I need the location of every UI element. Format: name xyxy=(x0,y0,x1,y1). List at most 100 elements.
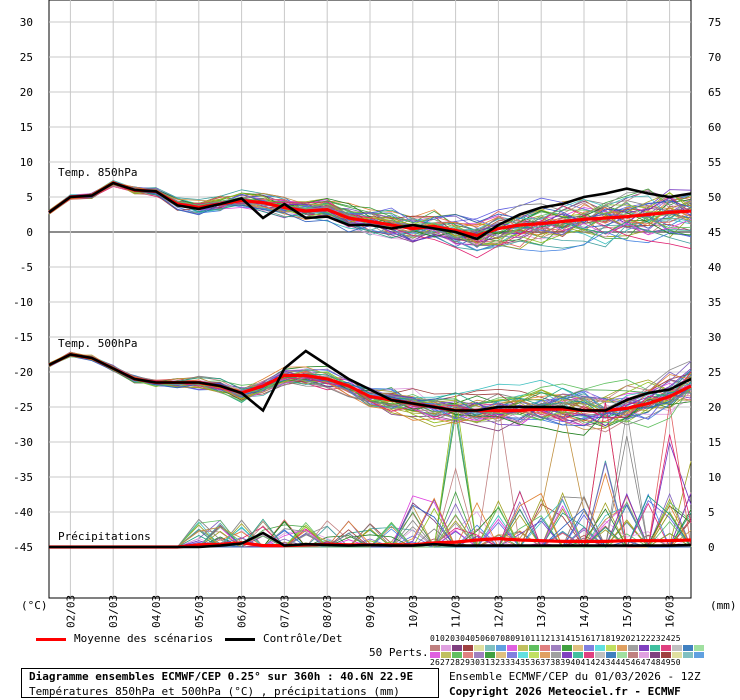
left-tick-label: -45 xyxy=(13,541,33,554)
right-tick-label: 10 xyxy=(708,471,721,484)
right-tick-label: 40 xyxy=(708,261,721,274)
left-tick-label: -25 xyxy=(13,401,33,414)
member-swatch xyxy=(683,645,693,651)
right-tick-label: 30 xyxy=(708,331,721,344)
right-tick-label: 65 xyxy=(708,86,721,99)
x-tick-label: 11/03 xyxy=(450,595,463,628)
member-swatch xyxy=(606,645,616,651)
member-swatch xyxy=(441,645,451,651)
member-swatch xyxy=(639,645,649,651)
x-tick-label: 13/03 xyxy=(535,595,548,628)
right-tick-label: 75 xyxy=(708,16,721,29)
control-t850-line xyxy=(48,181,692,241)
x-tick-label: 10/03 xyxy=(407,595,420,628)
member-swatch xyxy=(694,652,704,658)
control-precip-line xyxy=(49,531,692,549)
right-tick-label: 25 xyxy=(708,366,721,379)
t500-panel-label: Temp. 500hPa xyxy=(58,337,137,350)
x-tick-label: 09/03 xyxy=(364,595,377,628)
x-tick-label: 16/03 xyxy=(664,595,677,628)
footer-copyright: Copyright 2026 Meteociel.fr - ECMWF xyxy=(449,685,681,698)
right-tick-label: 70 xyxy=(708,51,721,64)
footer-title: Diagramme ensembles ECMWF/CEP 0.25° sur … xyxy=(29,670,414,683)
precip-panel-label: Précipitations xyxy=(58,530,151,543)
member-swatch xyxy=(672,652,682,658)
left-tick-label: 20 xyxy=(20,86,33,99)
t850-panel-label: Temp. 850hPa xyxy=(58,166,137,179)
member-swatch xyxy=(441,652,451,658)
member-swatch xyxy=(639,652,649,658)
main-series xyxy=(48,181,692,549)
member-swatch xyxy=(573,652,583,658)
member-swatch xyxy=(485,652,495,658)
left-tick-label: 10 xyxy=(20,156,33,169)
members-bottom-labels: 2627282930313233343536373839404142434445… xyxy=(430,658,681,667)
member-swatch xyxy=(551,652,561,658)
member-swatch xyxy=(573,645,583,651)
control-legend-label: Contrôle/Det xyxy=(263,632,343,645)
x-tick-label: 15/03 xyxy=(621,595,634,628)
member-swatch xyxy=(628,645,638,651)
left-tick-label: -5 xyxy=(20,261,33,274)
left-tick-label: -40 xyxy=(13,506,33,519)
member-swatch xyxy=(694,645,704,651)
x-tick-label: 04/03 xyxy=(150,595,163,628)
member-t500-line xyxy=(48,355,692,427)
left-tick-label: 15 xyxy=(20,121,33,134)
member-swatch xyxy=(452,652,462,658)
member-swatch xyxy=(672,645,682,651)
member-swatch xyxy=(496,652,506,658)
left-tick-label: -20 xyxy=(13,366,33,379)
x-tick-label: 14/03 xyxy=(578,595,591,628)
left-tick-label: -15 xyxy=(13,331,33,344)
x-tick-label: 12/03 xyxy=(492,595,505,628)
mean-legend-swatch xyxy=(36,638,66,641)
member-swatch xyxy=(661,652,671,658)
control-t500-line xyxy=(48,349,692,413)
member-swatches xyxy=(430,645,705,659)
member-swatch xyxy=(606,652,616,658)
left-tick-label: 0 xyxy=(26,226,33,239)
member-swatch xyxy=(650,645,660,651)
left-tick-label: 25 xyxy=(20,51,33,64)
right-tick-label: 35 xyxy=(708,296,721,309)
member-swatch xyxy=(584,645,594,651)
right-tick-label: 0 xyxy=(708,541,715,554)
member-swatch xyxy=(430,652,440,658)
member-swatch xyxy=(474,645,484,651)
member-t850-line xyxy=(48,182,692,239)
x-tick-label: 08/03 xyxy=(321,595,334,628)
member-swatch xyxy=(617,645,627,651)
footer-title-box xyxy=(21,668,439,698)
member-swatch xyxy=(628,652,638,658)
right-tick-label: 15 xyxy=(708,436,721,449)
x-tick-label: 07/03 xyxy=(278,595,291,628)
member-swatch xyxy=(551,645,561,651)
member-swatch xyxy=(529,652,539,658)
member-swatch xyxy=(474,652,484,658)
member-swatch xyxy=(496,645,506,651)
right-tick-label: 50 xyxy=(708,191,721,204)
right-tick-label: 45 xyxy=(708,226,721,239)
x-tick-label: 03/03 xyxy=(107,595,120,628)
member-swatch xyxy=(650,652,660,658)
x-tick-label: 02/03 xyxy=(64,595,77,628)
right-tick-label: 20 xyxy=(708,401,721,414)
member-swatch xyxy=(529,645,539,651)
mean-legend-label: Moyenne des scénarios xyxy=(74,632,214,645)
member-swatch xyxy=(562,652,572,658)
members-top-labels: 0102030405060708091011121314151617181920… xyxy=(430,634,681,643)
member-swatch xyxy=(595,652,605,658)
grid xyxy=(48,0,692,599)
footer-subtitle: Températures 850hPa et 500hPa (°C) , pré… xyxy=(29,685,400,698)
member-t500-line xyxy=(48,353,692,421)
member-swatch xyxy=(595,645,605,651)
x-tick-label: 05/03 xyxy=(193,595,206,628)
right-tick-label: 5 xyxy=(708,506,715,519)
member-swatch xyxy=(661,645,671,651)
member-swatch xyxy=(540,645,550,651)
member-swatch xyxy=(507,652,517,658)
left-tick-label: -10 xyxy=(13,296,33,309)
